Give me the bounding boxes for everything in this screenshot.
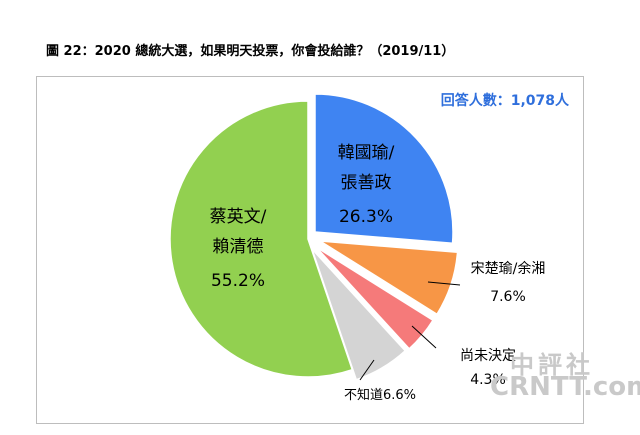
leader-line: [359, 359, 375, 381]
chart-frame: 回答人數：1,078人: [36, 76, 584, 424]
slice-value-label: 4.3%: [470, 372, 506, 388]
respondent-count: 回答人數：1,078人: [440, 93, 569, 109]
pie-slice: [314, 93, 454, 245]
slice-label: 賴清德: [213, 237, 264, 257]
watermark-chinese: 中評社: [510, 351, 594, 379]
slice-label: 張善政: [341, 173, 392, 193]
leader-line: [411, 325, 437, 349]
pie-slice: [169, 100, 354, 378]
slice-value-label: 7.6%: [490, 289, 526, 305]
slice-value-label: 55.2%: [211, 271, 265, 291]
slice-value-label: 26.3%: [339, 207, 393, 227]
slice-label: 蔡英文/: [210, 207, 267, 227]
pie-slice: [311, 248, 407, 381]
slice-label: 尚未決定: [460, 348, 516, 364]
leader-line: [427, 281, 461, 286]
slice-label: 不知道6.6%: [344, 387, 416, 403]
chart-title: 圖 22：2020 總統大選，如果明天投票，你會投給誰？（2019/11）: [46, 44, 455, 59]
slice-label: 韓國瑜/: [338, 143, 395, 163]
watermark-latin: CRNTT.com: [490, 372, 640, 402]
slice-label: 宋楚瑜/余湘: [471, 260, 546, 277]
